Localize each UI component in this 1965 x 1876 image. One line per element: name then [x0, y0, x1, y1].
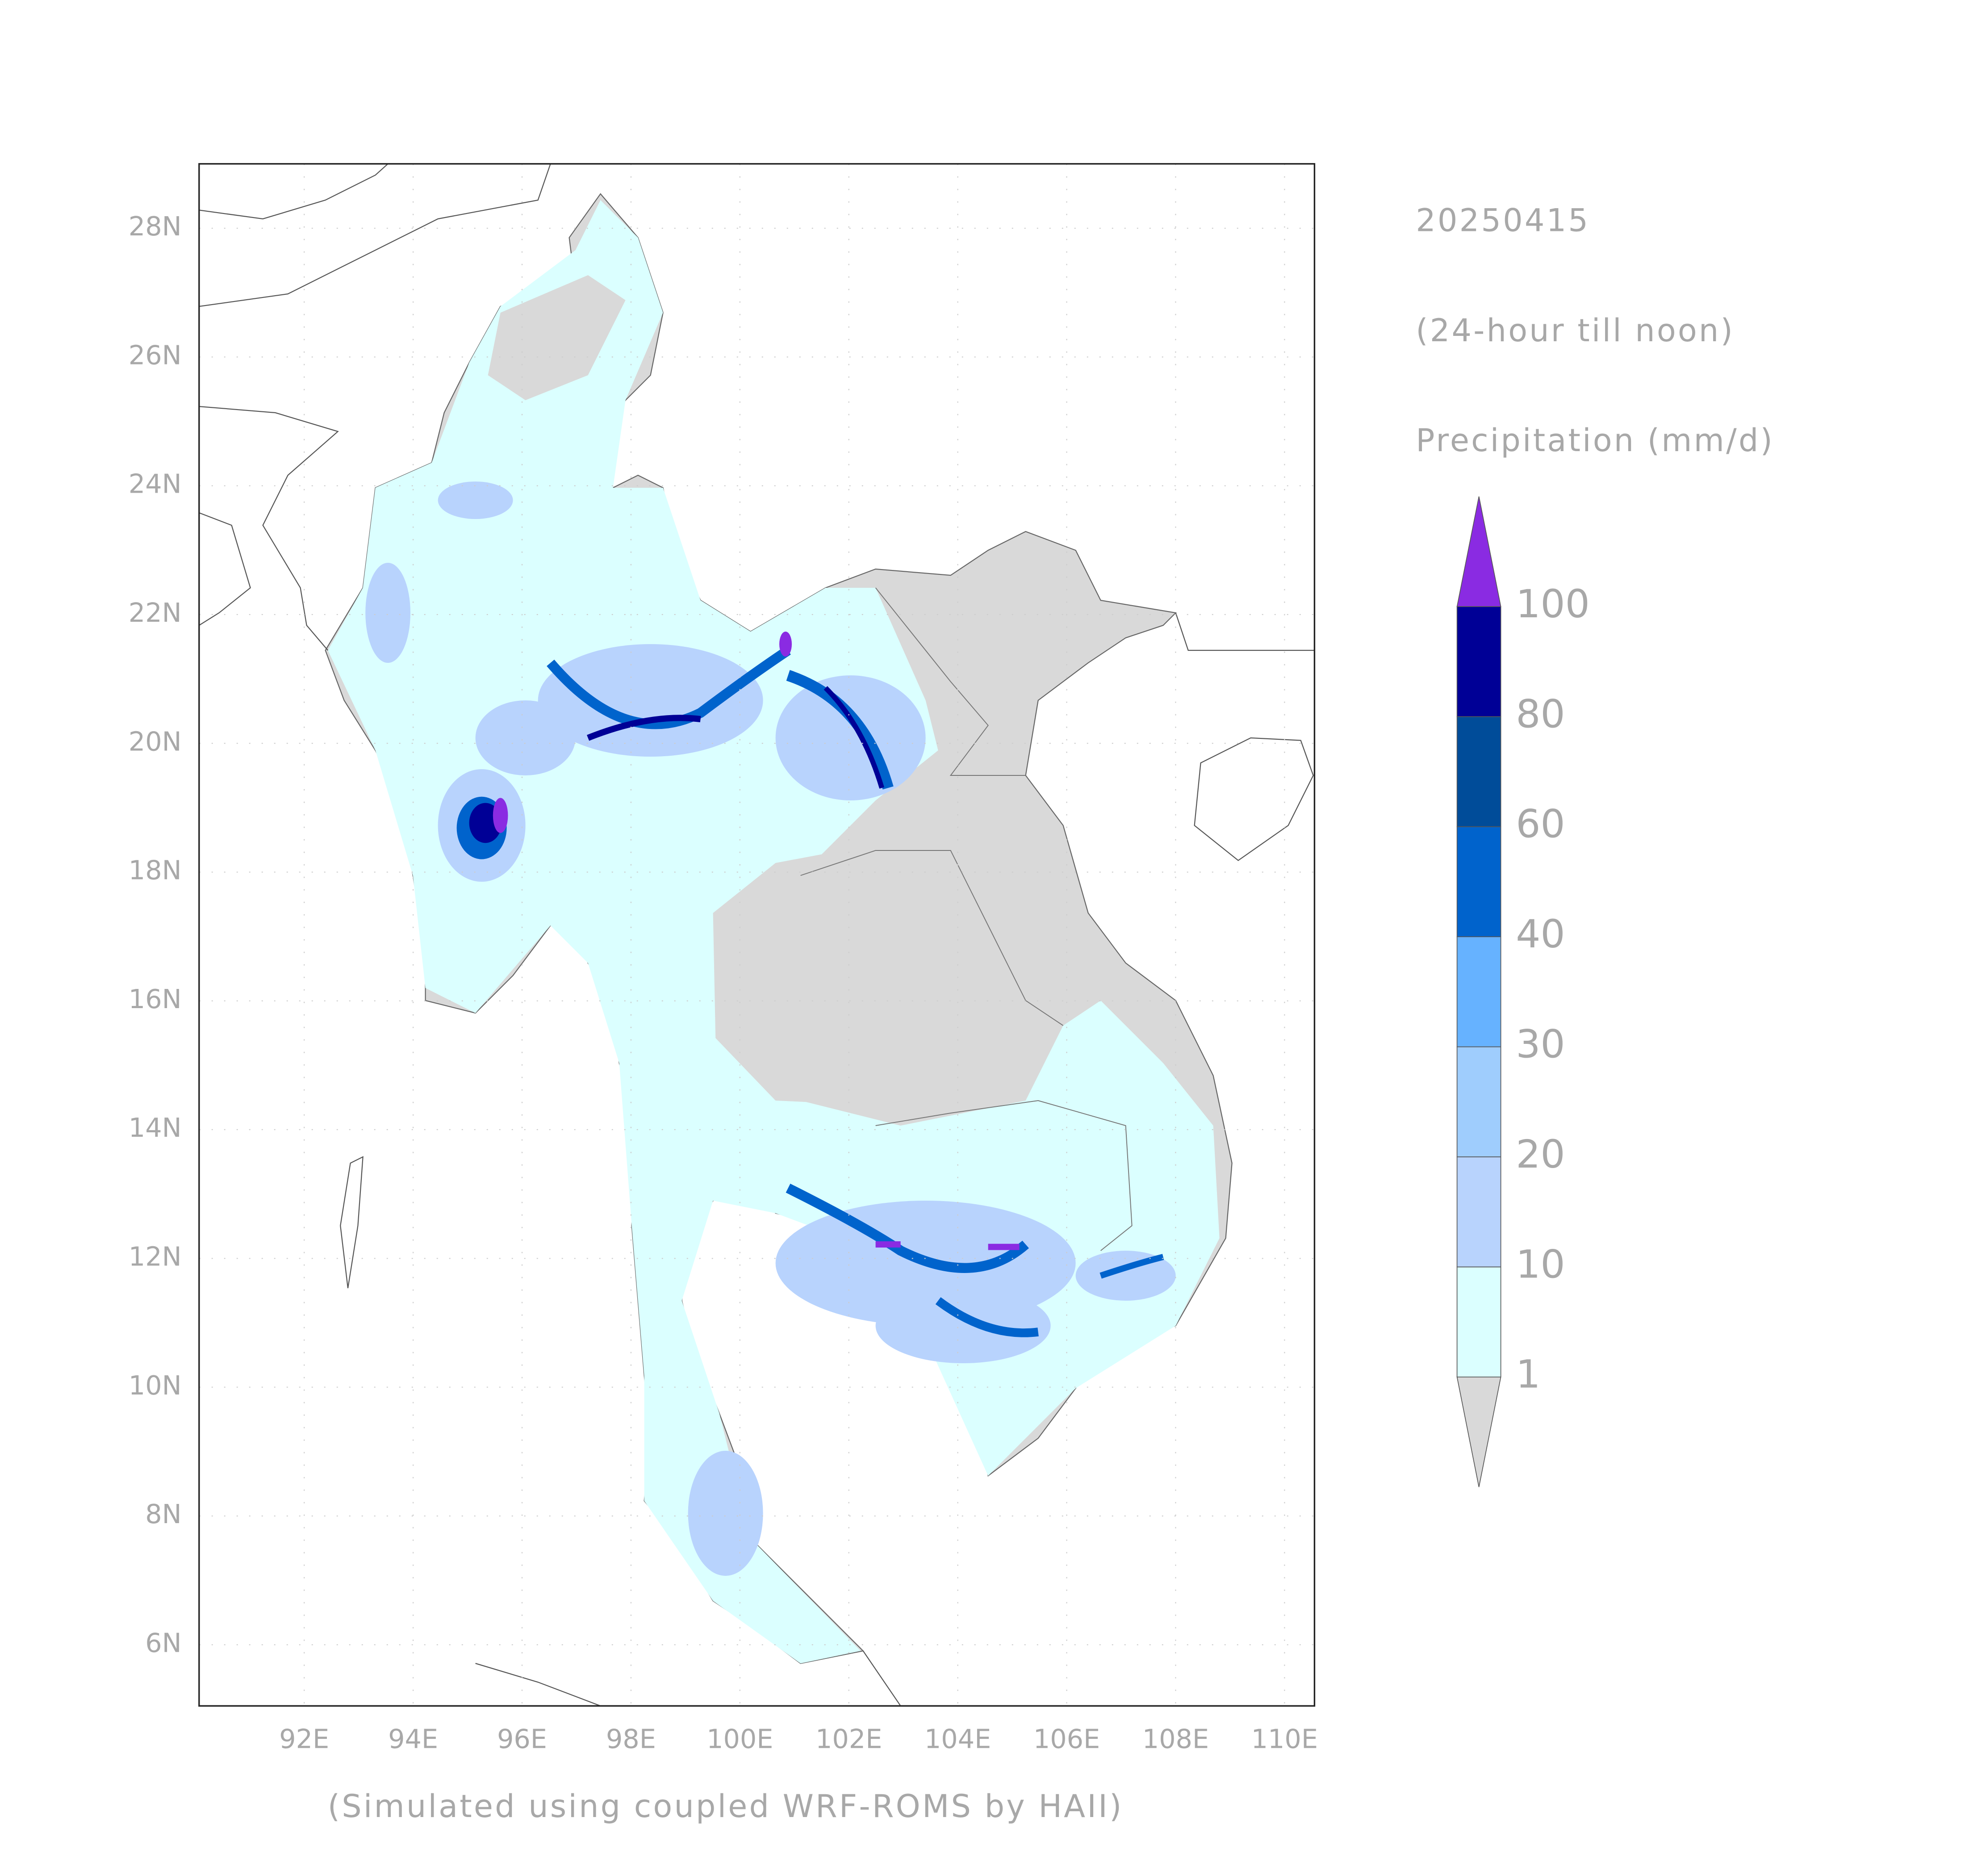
y-tick-label: 6N: [145, 1627, 181, 1658]
coastline: [1175, 612, 1315, 651]
colorbar-label: 20: [1516, 1132, 1565, 1177]
colorbar-label: 60: [1516, 802, 1565, 847]
colorbar-box: [1456, 826, 1501, 938]
y-tick-label: 26N: [129, 339, 182, 370]
colorbar-label: 30: [1516, 1022, 1565, 1067]
x-tick-label: 100E: [707, 1724, 773, 1755]
island: [340, 1156, 364, 1289]
colorbar-label: 40: [1516, 912, 1565, 957]
map-area: [199, 163, 1315, 1706]
x-tick-label: 94E: [388, 1724, 438, 1755]
coastline: [199, 406, 339, 651]
colorbar-box: [1456, 716, 1501, 827]
rain-patches: [365, 482, 1176, 1576]
x-tick-label: 98E: [606, 1724, 656, 1755]
x-tick-label: 106E: [1033, 1724, 1100, 1755]
colorbar-label: 80: [1516, 691, 1565, 737]
colorbar-label: 10: [1516, 1242, 1565, 1287]
coastline: [199, 163, 389, 220]
map-frame: [198, 163, 1316, 1707]
colorbar-label: 1: [1516, 1352, 1540, 1397]
y-tick-label: 22N: [129, 597, 182, 628]
border: [875, 587, 1026, 776]
colorbar-box: [1456, 936, 1501, 1047]
date-label: 20250415: [1416, 202, 1590, 239]
x-tick-label: 92E: [279, 1724, 329, 1755]
coastline: [199, 512, 251, 626]
x-tick-label: 110E: [1251, 1724, 1318, 1755]
x-tick-label: 108E: [1142, 1724, 1209, 1755]
y-tick-label: 18N: [129, 855, 182, 886]
colorbar-box: [1456, 1266, 1501, 1378]
colorbar-box: [1456, 606, 1501, 717]
credit-label: (Simulated using coupled WRF-ROMS by HAI…: [328, 1788, 1124, 1825]
border: [800, 850, 1064, 1026]
coastline: [862, 1650, 901, 1706]
coastline: [475, 1662, 601, 1706]
dry-patch: [488, 275, 626, 400]
y-tick-label: 16N: [129, 984, 182, 1014]
y-tick-label: 24N: [129, 469, 182, 499]
y-tick-label: 20N: [129, 726, 182, 757]
dry-plateau: [713, 844, 1032, 1107]
x-tick-label: 96E: [497, 1724, 547, 1755]
colorbar-box: [1456, 1046, 1501, 1157]
island: [1194, 737, 1314, 861]
variable-label: Precipitation (mm/d): [1416, 422, 1774, 459]
colorbar-box: [1456, 1156, 1501, 1268]
y-tick-label: 28N: [129, 211, 182, 242]
border: [875, 1100, 1133, 1251]
x-tick-label: 102E: [815, 1724, 882, 1755]
x-tick-label: 104E: [924, 1724, 991, 1755]
colorbar-label: 100: [1516, 582, 1590, 627]
colorbar-over: [1456, 496, 1501, 607]
y-tick-label: 12N: [129, 1241, 182, 1272]
y-tick-label: 8N: [145, 1499, 181, 1529]
colorbar: 1 10 20 30 40 60 80 100: [1456, 496, 1590, 1487]
colorbar-under: [1456, 1376, 1501, 1487]
coastline: [199, 163, 551, 307]
period-label: (24-hour till noon): [1416, 312, 1735, 349]
y-tick-label: 10N: [129, 1370, 182, 1401]
y-tick-label: 14N: [129, 1112, 182, 1143]
